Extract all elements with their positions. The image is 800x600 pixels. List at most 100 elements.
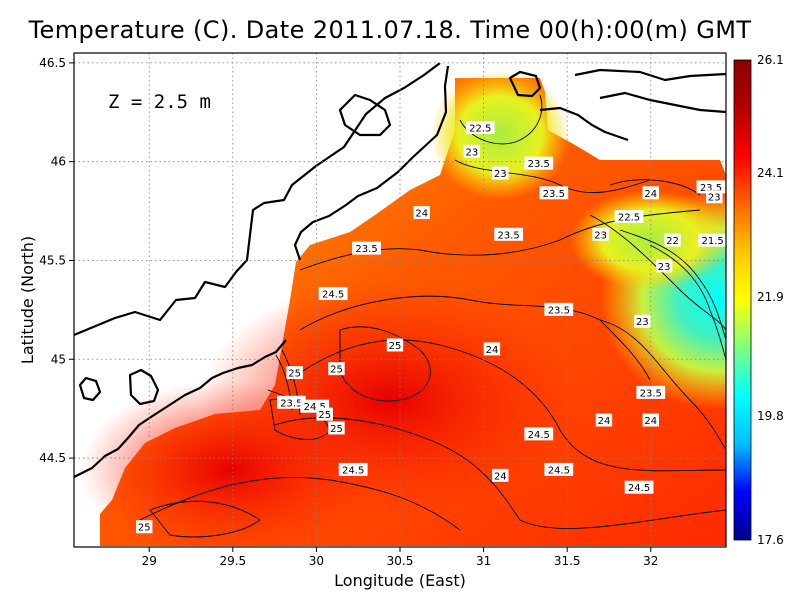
contour-label: 23 — [494, 169, 507, 180]
contour-label: 25 — [288, 369, 301, 380]
y-tick-label: 46 — [51, 155, 66, 169]
contour-label: 24.5 — [322, 290, 344, 301]
contour-label-box — [544, 462, 574, 476]
contour-label-box — [696, 180, 726, 194]
contour-label: 23.5 — [280, 398, 302, 409]
contour-label-box — [592, 227, 609, 241]
contour-label: 24 — [644, 416, 657, 427]
x-axis-title: Longitude (East) — [334, 571, 466, 590]
x-tick-label: 30 — [309, 554, 324, 568]
contour-label-box — [328, 421, 345, 435]
contour-label: 24.5 — [528, 430, 550, 441]
contour-label: 24 — [415, 209, 428, 220]
contour-label: 23 — [466, 147, 479, 158]
colorbar-label: 17.6 — [757, 533, 784, 547]
colorbar-label: 21.9 — [757, 290, 784, 304]
grid — [74, 53, 726, 547]
contour-label: 23 — [636, 317, 649, 328]
contour-label: 25 — [318, 410, 331, 421]
contour-label: 23.5 — [528, 159, 550, 170]
y-tick-label: 46.5 — [39, 56, 66, 70]
contour-label: 24 — [644, 189, 657, 200]
contour-label-box — [655, 259, 673, 273]
contour-label-box — [706, 190, 723, 204]
contour-label-box — [413, 206, 430, 220]
contour-label: 23 — [708, 193, 721, 204]
y-axis-title: Latitude (North) — [18, 236, 37, 364]
contour-label-box — [524, 156, 554, 170]
contour-label-box — [634, 314, 651, 328]
contour-label: 24.5 — [548, 465, 570, 476]
contour-label-box — [318, 287, 348, 301]
contour-label-box — [338, 462, 368, 476]
coastline — [73, 62, 727, 478]
contour-label-box — [636, 385, 666, 399]
contour-label: 23.5 — [548, 305, 570, 316]
contour-label-box — [614, 210, 644, 224]
contour-label-box — [539, 186, 569, 200]
contour-label-box — [494, 227, 524, 241]
x-axis: 29 29.5 30 30.5 31 31.5 32 — [142, 547, 658, 568]
contour-label: 22.5 — [469, 124, 491, 135]
contour-labels: 22.5232323.523.52423.523.52422.523.52323… — [136, 121, 728, 534]
contour-label: 25 — [389, 341, 402, 352]
contour-label-box — [492, 468, 509, 482]
contour-label: 24.5 — [628, 483, 650, 494]
data-field — [80, 70, 726, 547]
contour-label: 23 — [594, 230, 607, 241]
contour-label-box — [463, 144, 481, 158]
contour-label: 25 — [138, 523, 151, 534]
chart-title: Temperature (C). Date 2011.07.18. Time 0… — [28, 16, 752, 44]
colorbar-label: 19.8 — [757, 409, 784, 423]
y-tick-label: 45 — [51, 352, 66, 366]
y-tick-label: 44.5 — [39, 451, 66, 465]
depth-label: Z = 2.5 m — [108, 91, 211, 113]
contour-label: 24.5 — [304, 402, 326, 413]
contour-label: 23.5 — [700, 183, 722, 194]
x-tick-label: 31 — [476, 554, 491, 568]
contour-label: 21.5 — [701, 236, 723, 247]
contour-label: 23 — [658, 262, 671, 273]
colorbar — [733, 59, 752, 541]
y-axis: 44.5 45 45.5 46 46.5 — [39, 56, 74, 465]
contour-label-box — [483, 342, 501, 356]
colorbar-label: 26.1 — [757, 53, 784, 67]
contour-label: 24 — [494, 471, 507, 482]
contour-label: 22.5 — [618, 213, 640, 224]
contour-label: 24 — [486, 345, 499, 356]
contour-label: 24 — [598, 416, 611, 427]
contour-label-box — [698, 233, 728, 247]
contour-label-box — [286, 366, 303, 380]
contour-label: 22 — [666, 236, 679, 247]
contour-label-box — [642, 413, 659, 427]
x-tick-label: 30.5 — [387, 554, 414, 568]
contour-label: 23.5 — [543, 189, 565, 200]
contour-label-box — [136, 520, 153, 534]
contour-label-box — [595, 413, 613, 427]
warm-southwest — [80, 380, 380, 547]
contour-label: 24.5 — [342, 465, 364, 476]
contour-label-box — [276, 395, 306, 409]
contour-label-box — [492, 166, 509, 180]
x-tick-label: 29 — [142, 554, 157, 568]
x-tick-label: 29.5 — [219, 554, 246, 568]
contour-label-box — [328, 362, 345, 376]
contour-label-box — [624, 480, 654, 494]
contour-label: 23.5 — [498, 230, 520, 241]
colorbar-label: 24.1 — [757, 166, 784, 180]
contour-label-box — [642, 186, 659, 200]
contour-label: 25 — [330, 365, 343, 376]
contour-label: 23.5 — [640, 388, 662, 399]
contour-label-box — [465, 121, 495, 135]
contour-label-box — [524, 427, 554, 441]
colorbar-labels: 26.1 24.1 21.9 19.8 17.6 — [757, 53, 784, 547]
contour-label: 25 — [330, 424, 343, 435]
x-tick-label: 32 — [643, 554, 658, 568]
contour-label-box — [316, 407, 333, 421]
contour-label-box — [386, 338, 404, 352]
contour-label: 23.5 — [355, 244, 377, 255]
x-tick-label: 31.5 — [554, 554, 581, 568]
contour-label-box — [664, 233, 681, 247]
contour-label-box — [544, 302, 574, 316]
